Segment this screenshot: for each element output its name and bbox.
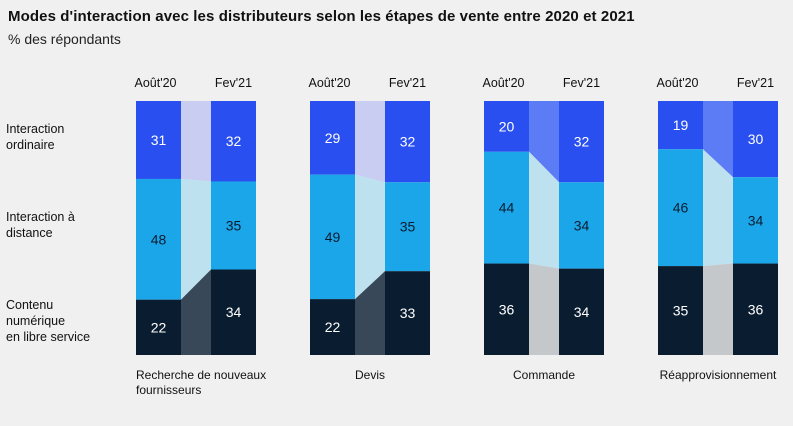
- bar-segment-distance: [559, 182, 604, 269]
- row-label-line: Contenu: [6, 298, 54, 312]
- connector-ordinaire: [703, 101, 733, 178]
- category-label: fournisseurs: [136, 383, 201, 397]
- bar-segment-contenu: [136, 299, 181, 355]
- data-label: 30: [748, 131, 764, 147]
- bar-segment-contenu: [211, 269, 256, 355]
- bar-segment-distance: [310, 174, 355, 300]
- bar-segment-ordinaire: [136, 101, 181, 179]
- bar-segment-ordinaire: [559, 101, 604, 183]
- bar-segment-contenu: [484, 263, 529, 355]
- data-label: 36: [748, 301, 764, 317]
- category-label: Recherche de nouveaux: [136, 368, 266, 382]
- connector-contenu: [181, 269, 211, 355]
- bar-segment-contenu: [385, 271, 430, 355]
- period-label: Fev'21: [215, 76, 252, 90]
- bar-segment-distance: [658, 149, 703, 267]
- data-label: 20: [499, 118, 515, 134]
- bar-segment-distance: [385, 182, 430, 272]
- data-label: 46: [673, 200, 689, 216]
- connector-distance: [529, 151, 559, 269]
- period-label: Août'20: [308, 76, 350, 90]
- category-label: Commande: [513, 368, 575, 382]
- connector-distance: [703, 149, 733, 267]
- row-label-distance: Interaction à distance: [6, 209, 75, 241]
- connector-distance: [355, 174, 385, 300]
- bar-segment-ordinaire: [211, 101, 256, 182]
- chart-subtitle: % des répondants: [8, 31, 121, 47]
- data-label: 22: [325, 319, 341, 335]
- connector-contenu: [703, 263, 733, 355]
- category-label: Devis: [355, 368, 385, 382]
- connector-ordinaire: [355, 101, 385, 183]
- data-label: 29: [325, 130, 341, 146]
- data-label: 31: [151, 132, 167, 148]
- connector-ordinaire: [181, 101, 211, 182]
- data-label: 34: [748, 212, 764, 228]
- category-label: Réapprovisionnement: [660, 368, 777, 382]
- row-label-line: numérique: [6, 314, 66, 328]
- row-label-line: Interaction à: [6, 210, 75, 224]
- bar-segment-ordinaire: [658, 101, 703, 150]
- connector-distance: [181, 178, 211, 300]
- data-label: 34: [226, 304, 242, 320]
- period-label: Août'20: [656, 76, 698, 90]
- data-label: 44: [499, 200, 515, 216]
- bar-segment-ordinaire: [484, 101, 529, 152]
- data-label: 48: [151, 231, 167, 247]
- data-label: 32: [574, 134, 590, 150]
- connector-ordinaire: [529, 101, 559, 183]
- period-label: Fev'21: [563, 76, 600, 90]
- chart-title: Modes d'interaction avec les distributeu…: [8, 8, 635, 25]
- data-label: 34: [574, 217, 590, 233]
- data-label: 35: [400, 219, 416, 235]
- bar-segment-contenu: [658, 266, 703, 355]
- row-label-contenu: Contenu numérique en libre service: [6, 297, 90, 345]
- row-label-line: Interaction: [6, 122, 65, 136]
- row-label-line: ordinaire: [6, 138, 55, 152]
- bar-segment-distance: [484, 151, 529, 264]
- data-label: 35: [673, 303, 689, 319]
- period-label: Fev'21: [389, 76, 426, 90]
- period-label: Fev'21: [737, 76, 774, 90]
- row-label-line: en libre service: [6, 330, 91, 344]
- bar-segment-ordinaire: [385, 101, 430, 183]
- data-label: 32: [400, 134, 416, 150]
- period-label: Août'20: [482, 76, 524, 90]
- data-label: 32: [226, 133, 242, 149]
- data-label: 36: [499, 301, 515, 317]
- data-label: 35: [226, 217, 242, 233]
- data-label: 49: [325, 229, 341, 245]
- bar-segment-contenu: [733, 263, 778, 355]
- bar-segment-ordinaire: [310, 101, 355, 175]
- bar-segment-distance: [136, 178, 181, 300]
- data-label: 22: [151, 319, 167, 335]
- bar-segment-contenu: [310, 299, 355, 355]
- row-label-line: distance: [6, 226, 53, 240]
- data-label: 34: [574, 304, 590, 320]
- bar-segment-distance: [733, 177, 778, 264]
- connector-contenu: [355, 271, 385, 355]
- bar-segment-distance: [211, 181, 256, 270]
- connector-contenu: [529, 263, 559, 355]
- data-label: 19: [673, 117, 689, 133]
- bar-segment-contenu: [559, 268, 604, 355]
- bar-segment-ordinaire: [733, 101, 778, 178]
- period-label: Août'20: [134, 76, 176, 90]
- data-label: 33: [400, 305, 416, 321]
- row-label-ordinaire: Interaction ordinaire: [6, 121, 64, 153]
